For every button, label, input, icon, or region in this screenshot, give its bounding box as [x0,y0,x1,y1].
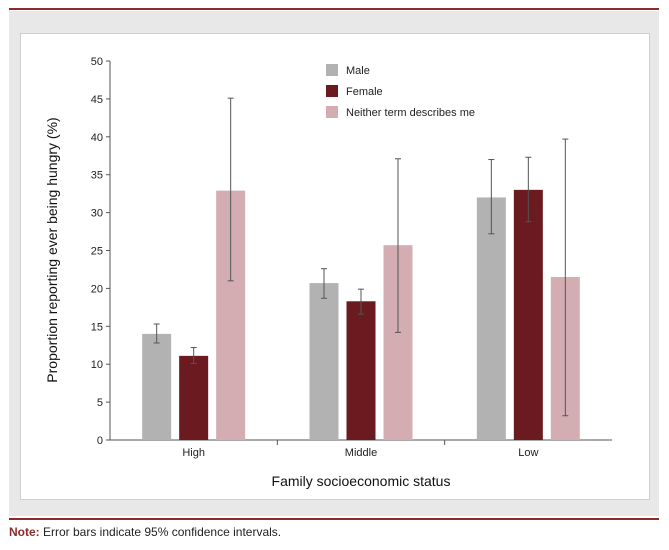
bar-chart: 0 5 10 15 20 25 30 35 40 45 50 High Middle Low Male Fe… [44,56,612,489]
bar-high-0 [142,333,172,440]
bar-low-1 [513,189,543,440]
y-tick-label: 30 [91,208,103,220]
legend: Male Female Neither term describes me [326,64,475,119]
note-text: Error bars indicate 95% confidence inter… [39,525,282,539]
bar-high-1 [179,355,209,440]
y-tick-label: 35 [91,170,103,182]
bar-low-0 [476,197,506,440]
figure-note: Note: Error bars indicate 95% confidence… [9,525,281,539]
error-bars-layer [153,97,569,417]
legend-label: Male [346,65,370,77]
x-tick-label: Low [518,447,538,459]
bars-layer [142,189,580,440]
y-tick-label: 5 [97,397,103,409]
legend-label: Neither term describes me [346,107,475,119]
bar-middle-0 [309,283,339,440]
legend-swatch [326,106,338,118]
x-tick-label: High [182,447,205,459]
legend-swatch [326,64,338,76]
y-tick-label: 45 [91,94,103,106]
axes-layer: 0 5 10 15 20 25 30 35 40 45 50 High Middle Low [91,56,612,459]
y-tick-label: 0 [97,435,103,447]
y-tick-label: 10 [91,359,103,371]
note-label: Note: [9,525,40,539]
x-axis-title: Family socioeconomic status [272,473,451,489]
y-tick-label: 25 [91,246,103,258]
x-tick-label: Middle [345,447,377,459]
bar-middle-1 [346,301,376,440]
y-tick-label: 15 [91,321,103,333]
top-rule [9,8,659,10]
y-axis-title: Proportion reporting ever being hungry (… [44,117,60,382]
y-tick-label: 40 [91,132,103,144]
bottom-rule [9,518,659,520]
y-tick-label: 20 [91,283,103,295]
legend-label: Female [346,86,383,98]
legend-swatch [326,85,338,97]
y-tick-label: 50 [91,56,103,68]
